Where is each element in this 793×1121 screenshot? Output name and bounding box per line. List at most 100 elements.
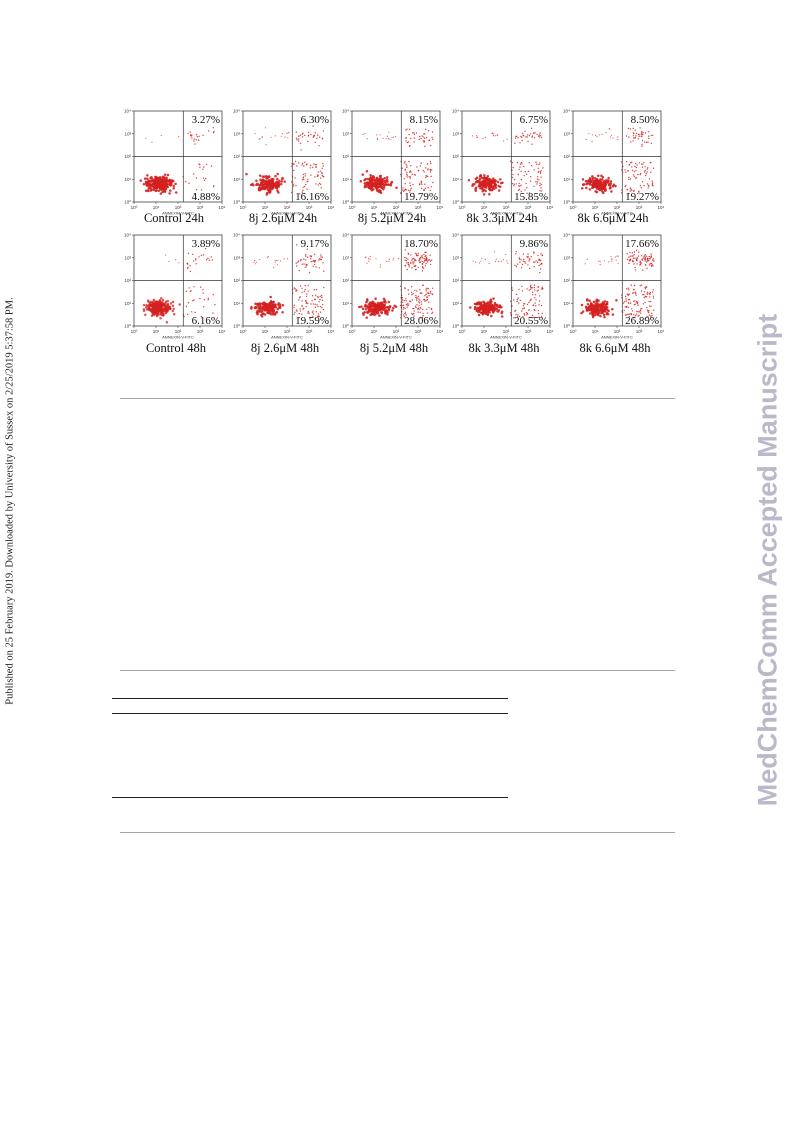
early-apoptosis-dot (646, 171, 648, 173)
early-apoptosis-dot (295, 184, 297, 187)
early-apoptosis-dot (424, 295, 426, 297)
early-apoptosis-dot (422, 312, 424, 315)
early-apoptosis-dot (410, 291, 413, 294)
late-apoptosis-dot (539, 271, 541, 274)
early-apoptosis-dot (298, 312, 300, 315)
live-cell-dot (279, 182, 283, 186)
early-apoptosis-dot (519, 299, 521, 302)
late-apoptosis-dot (308, 272, 311, 274)
late-apoptosis-dot (538, 264, 540, 267)
late-apoptosis-dot (529, 133, 532, 135)
late-apoptosis-dot (625, 135, 628, 137)
early-apoptosis-dot (405, 303, 408, 306)
live-cell-dot (606, 306, 609, 309)
late-apoptosis-dot (424, 251, 426, 254)
early-apoptosis-dot (414, 305, 417, 307)
early-apoptosis-dot (308, 317, 311, 319)
early-apoptosis-dot (294, 288, 296, 290)
early-apoptosis-dot (419, 183, 421, 186)
early-apoptosis-dot (409, 189, 412, 191)
y-tick-label: 10⁰ (124, 200, 131, 205)
live-cell-dot (485, 179, 488, 182)
live-cell-dot (164, 300, 168, 304)
late-apoptosis-dot (652, 134, 654, 136)
live-cell-dot (580, 311, 583, 315)
live-cell-dot (373, 303, 376, 307)
late-apoptosis-dot (211, 259, 213, 261)
live-cell-dot (269, 190, 272, 193)
live-cell-dot (590, 179, 593, 182)
early-apoptosis-dot (311, 311, 314, 314)
late-apoptosis-dot (534, 261, 536, 263)
late-apoptosis-dot (421, 256, 423, 258)
early-apoptosis-dot (636, 310, 638, 312)
early-apoptosis-dot (539, 185, 541, 187)
late-apoptosis-dot (637, 133, 639, 135)
early-apoptosis-dot (626, 188, 629, 191)
late-apoptosis-dot (405, 257, 408, 259)
live-cell-dot (163, 173, 167, 177)
x-tick-label: 10⁰ (131, 205, 138, 210)
late-apoptosis-dot (649, 262, 652, 265)
late-apoptosis-dot (425, 256, 428, 259)
live-cell-dot (266, 191, 269, 195)
early-apoptosis-dot (524, 314, 526, 316)
early-apoptosis-dot (411, 313, 414, 316)
early-apoptosis-dot (533, 289, 536, 291)
early-apoptosis-dot (527, 170, 530, 173)
late-apoptosis-dot (307, 256, 309, 258)
scatter-panel: 10⁰ 10⁰ 10¹ 10¹ 10² 10² 10³ 10³ 10⁴ 10⁴ ANNEXIN-V-… (231, 230, 335, 342)
scatter-panel: 10⁰ 10⁰ 10¹ 10¹ 10² 10² 10³ 10³ 10⁴ 10⁴ ANNEXIN-V-… (561, 230, 665, 342)
late-apoptosis-dot (193, 140, 195, 142)
live-cell-dot (254, 302, 257, 306)
live-cell-dot (161, 312, 164, 316)
x-tick-label: 10⁰ (459, 329, 466, 334)
early-apoptosis-dot (634, 316, 636, 318)
live-cell-dot (156, 300, 159, 303)
y-tick-label: 10³ (233, 131, 240, 136)
late-apoptosis-dot (628, 259, 631, 261)
late-apoptosis-dot (641, 130, 643, 132)
necrosis-dot (394, 135, 396, 138)
necrosis-dot (391, 136, 393, 138)
early-apoptosis-dot (651, 184, 654, 186)
live-cell-dot (589, 302, 593, 305)
live-cell-dot (490, 314, 493, 318)
live-cell-dot (492, 307, 495, 311)
late-apoptosis-dot (431, 136, 433, 139)
x-axis-label: ANNEXIN-V-FITC (380, 335, 412, 340)
early-apoptosis-dot (315, 294, 317, 296)
late-apoptosis-dot (636, 257, 638, 259)
x-axis-label: ANNEXIN-V-FITC (601, 211, 633, 216)
live-cell-dot (492, 297, 495, 300)
early-apoptosis-dot (627, 294, 629, 297)
necrosis-dot (376, 137, 378, 139)
upper-right-percentage: 8.50% (631, 114, 659, 126)
live-cell-dot (382, 300, 386, 304)
early-apoptosis-dot (633, 175, 635, 178)
late-apoptosis-dot (296, 139, 298, 141)
y-tick-label: 10¹ (452, 177, 459, 182)
early-apoptosis-dot (521, 308, 524, 310)
early-apoptosis-dot (512, 166, 514, 169)
late-apoptosis-dot (413, 132, 415, 134)
early-apoptosis-dot (406, 189, 408, 191)
necrosis-dot (495, 135, 497, 137)
lower-right-percentage: 16.16% (295, 191, 329, 203)
x-axis-label: ANNEXIN-V-FITC (490, 335, 522, 340)
early-apoptosis-dot (415, 294, 417, 297)
early-apoptosis-dot (635, 314, 637, 317)
live-cell-dot (362, 313, 365, 316)
necrosis-dot (258, 138, 260, 140)
late-apoptosis-dot (641, 259, 644, 261)
late-apoptosis-dot (641, 139, 644, 142)
late-apoptosis-dot (540, 136, 543, 139)
late-apoptosis-dot (302, 132, 304, 134)
early-apoptosis-dot (647, 187, 649, 189)
early-apoptosis-dot (532, 304, 534, 307)
live-cell-dot (264, 186, 267, 189)
early-apoptosis-dot (633, 190, 635, 192)
live-cell-dot (160, 309, 163, 313)
late-apoptosis-dot (320, 256, 322, 258)
panel-caption: Control 24h (143, 211, 205, 225)
